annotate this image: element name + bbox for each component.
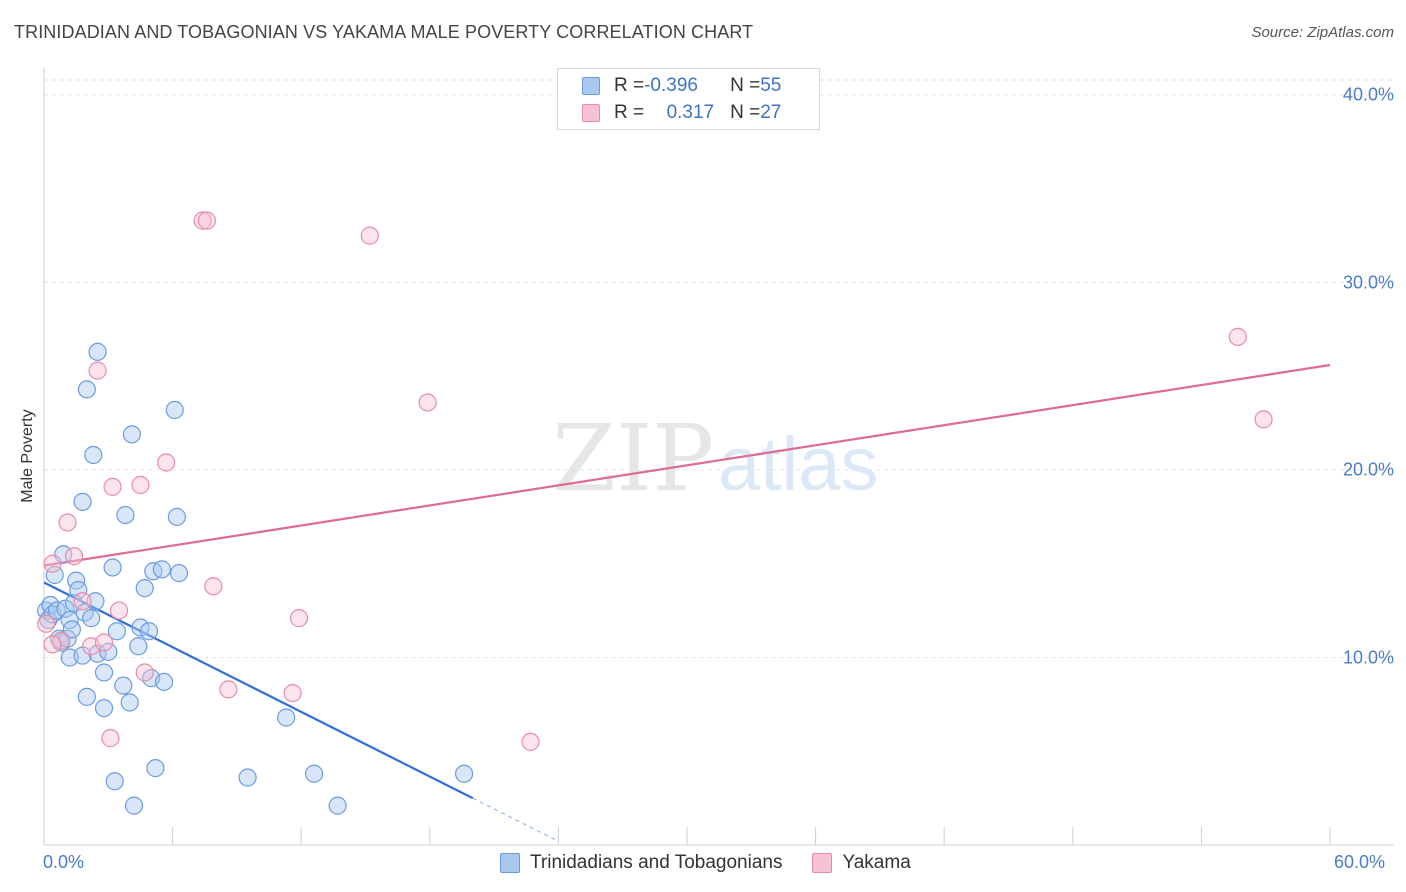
point-trinidadian [120,693,139,712]
point-trinidadian [167,507,186,526]
point-trinidadian [169,564,189,583]
r-label: R = [614,75,645,96]
point-trinidadian [62,620,81,639]
point-yakama [58,513,77,532]
legend-item-trinidadian[interactable]: Trinidadians and Tobagonians [500,852,782,874]
point-trinidadian [116,505,135,525]
point-trinidadian [88,342,107,361]
r-value: -0.396 [644,75,698,96]
point-yakama [219,680,238,699]
point-trinidadian [146,759,165,778]
point-yakama [204,577,223,596]
y-tick-label: 40.0% [1342,84,1394,105]
point-yakama [193,211,212,230]
stats-row-yakama: R = 0.317 N = 27 [582,101,781,125]
point-yakama [94,633,114,652]
point-yakama [103,477,122,496]
watermark-atlas: atlas [718,422,879,507]
point-yakama [64,547,84,566]
point-trinidadian [114,676,133,695]
point-trinidadian [122,425,141,444]
point-yakama [101,729,120,748]
n-label: N = [730,102,761,123]
point-trinidadian [86,592,105,611]
point-trinidadian [45,565,64,585]
point-trinidadian [94,699,114,718]
legend-label-yakama: Yakama [842,852,911,873]
point-trinidadian [139,622,159,641]
legend-swatch-yakama [812,853,833,873]
trendline-yakama [43,363,1331,567]
point-trinidadian [124,796,144,815]
swatch-trinidadian [582,77,600,95]
legend-item-yakama[interactable]: Yakama [812,852,911,874]
source-credit: Source: ZipAtlas.com [1251,24,1394,41]
point-yakama [289,609,309,628]
point-yakama [360,226,379,245]
point-yakama [1254,410,1273,429]
point-yakama [197,211,216,230]
point-yakama [283,684,302,703]
stats-row-trinidadian: R = -0.396 N = 55 [582,74,781,98]
y-tick-label: 20.0% [1342,459,1394,480]
point-yakama [37,614,56,633]
point-trinidadian [154,672,174,691]
chart-legend: Trinidadians and Tobagonians Yakama [500,852,941,874]
chart-title: TRINIDADIAN AND TOBAGONIAN VS YAKAMA MAL… [14,22,754,42]
point-trinidadian [107,622,126,641]
n-value: 55 [760,75,782,96]
x-tick-label-max: 60.0% [1334,852,1386,872]
point-yakama [418,393,437,412]
point-trinidadian [165,400,184,420]
watermark-zip: ZIP [552,405,714,512]
point-yakama [43,635,62,654]
point-trinidadian [328,796,347,815]
y-tick-label: 10.0% [1342,647,1394,667]
legend-swatch-trinidadian [500,853,520,873]
point-trinidadian [135,579,154,598]
point-yakama [135,663,154,682]
point-trinidadian [238,768,257,787]
point-yakama [88,361,107,380]
legend-label-trinidadian: Trinidadians and Tobagonians [530,852,783,873]
point-yakama [131,475,150,495]
trendline-extension-trinidadian [472,797,559,842]
point-trinidadian [84,445,103,465]
point-trinidadian [99,642,118,661]
point-yakama [109,601,129,620]
n-label: N = [730,75,761,96]
point-trinidadian [304,764,324,783]
y-tick-label: 30.0% [1342,272,1394,292]
stats-legend-box: R = -0.396 N = 55 R = 0.317 N = 27 [557,68,820,130]
swatch-yakama [582,104,600,122]
point-trinidadian [82,609,101,628]
r-value: 0.317 [666,102,715,123]
point-yakama [1228,327,1247,346]
point-trinidadian [103,558,122,577]
point-trinidadian [454,764,474,783]
n-value: 27 [760,102,782,123]
r-label: R = [614,102,645,123]
point-trinidadian [129,637,148,656]
point-yakama [521,732,540,751]
point-trinidadian [77,380,96,399]
point-trinidadian [73,492,92,511]
point-yakama [157,453,176,472]
point-trinidadian [152,560,171,579]
x-tick-label-min: 0.0% [43,852,85,872]
point-trinidadian [77,687,96,706]
point-yakama [43,554,62,573]
point-trinidadian [105,772,124,791]
point-trinidadian [94,663,114,682]
point-yakama [73,592,92,611]
point-trinidadian [277,708,296,727]
trendline-trinidadian [43,581,474,800]
point-trinidadian [69,580,88,600]
